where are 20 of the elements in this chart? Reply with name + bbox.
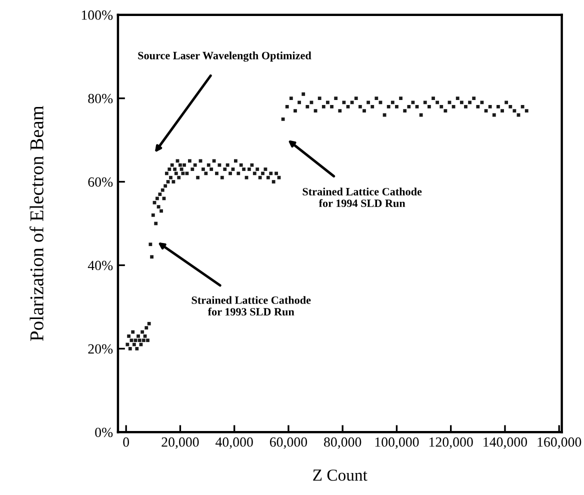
x-tick-label: 80,000 [324, 437, 362, 449]
x-tick-label: 140,000 [484, 437, 528, 449]
x-tick-label: 160,000 [538, 437, 582, 449]
y-tick-label: 20% [88, 344, 113, 354]
y-tick-label: 80% [88, 94, 113, 104]
y-tick-label: 60% [88, 177, 113, 187]
annotation: Source Laser Wavelength Optimized [138, 51, 312, 62]
y-axis-title: Polarization of Electron Beam [30, 106, 44, 341]
y-tick-label: 0% [95, 428, 113, 438]
annotation: Strained Lattice Cathode for 1994 SLD Run [302, 188, 422, 208]
x-tick-label: 60,000 [270, 437, 308, 449]
x-tick-label: 20,000 [162, 437, 199, 449]
annotation: Strained Lattice Cathode for 1993 SLD Run [192, 296, 311, 316]
x-tick-label: 100,000 [375, 437, 419, 449]
x-tick-label: 40,000 [216, 437, 253, 449]
x-tick-label: 120,000 [430, 437, 473, 449]
x-axis-title: Z Count [313, 470, 368, 481]
y-tick-label: 40% [88, 260, 113, 270]
y-tick-label: 100% [82, 10, 113, 20]
x-tick-label: 0 [123, 437, 130, 447]
